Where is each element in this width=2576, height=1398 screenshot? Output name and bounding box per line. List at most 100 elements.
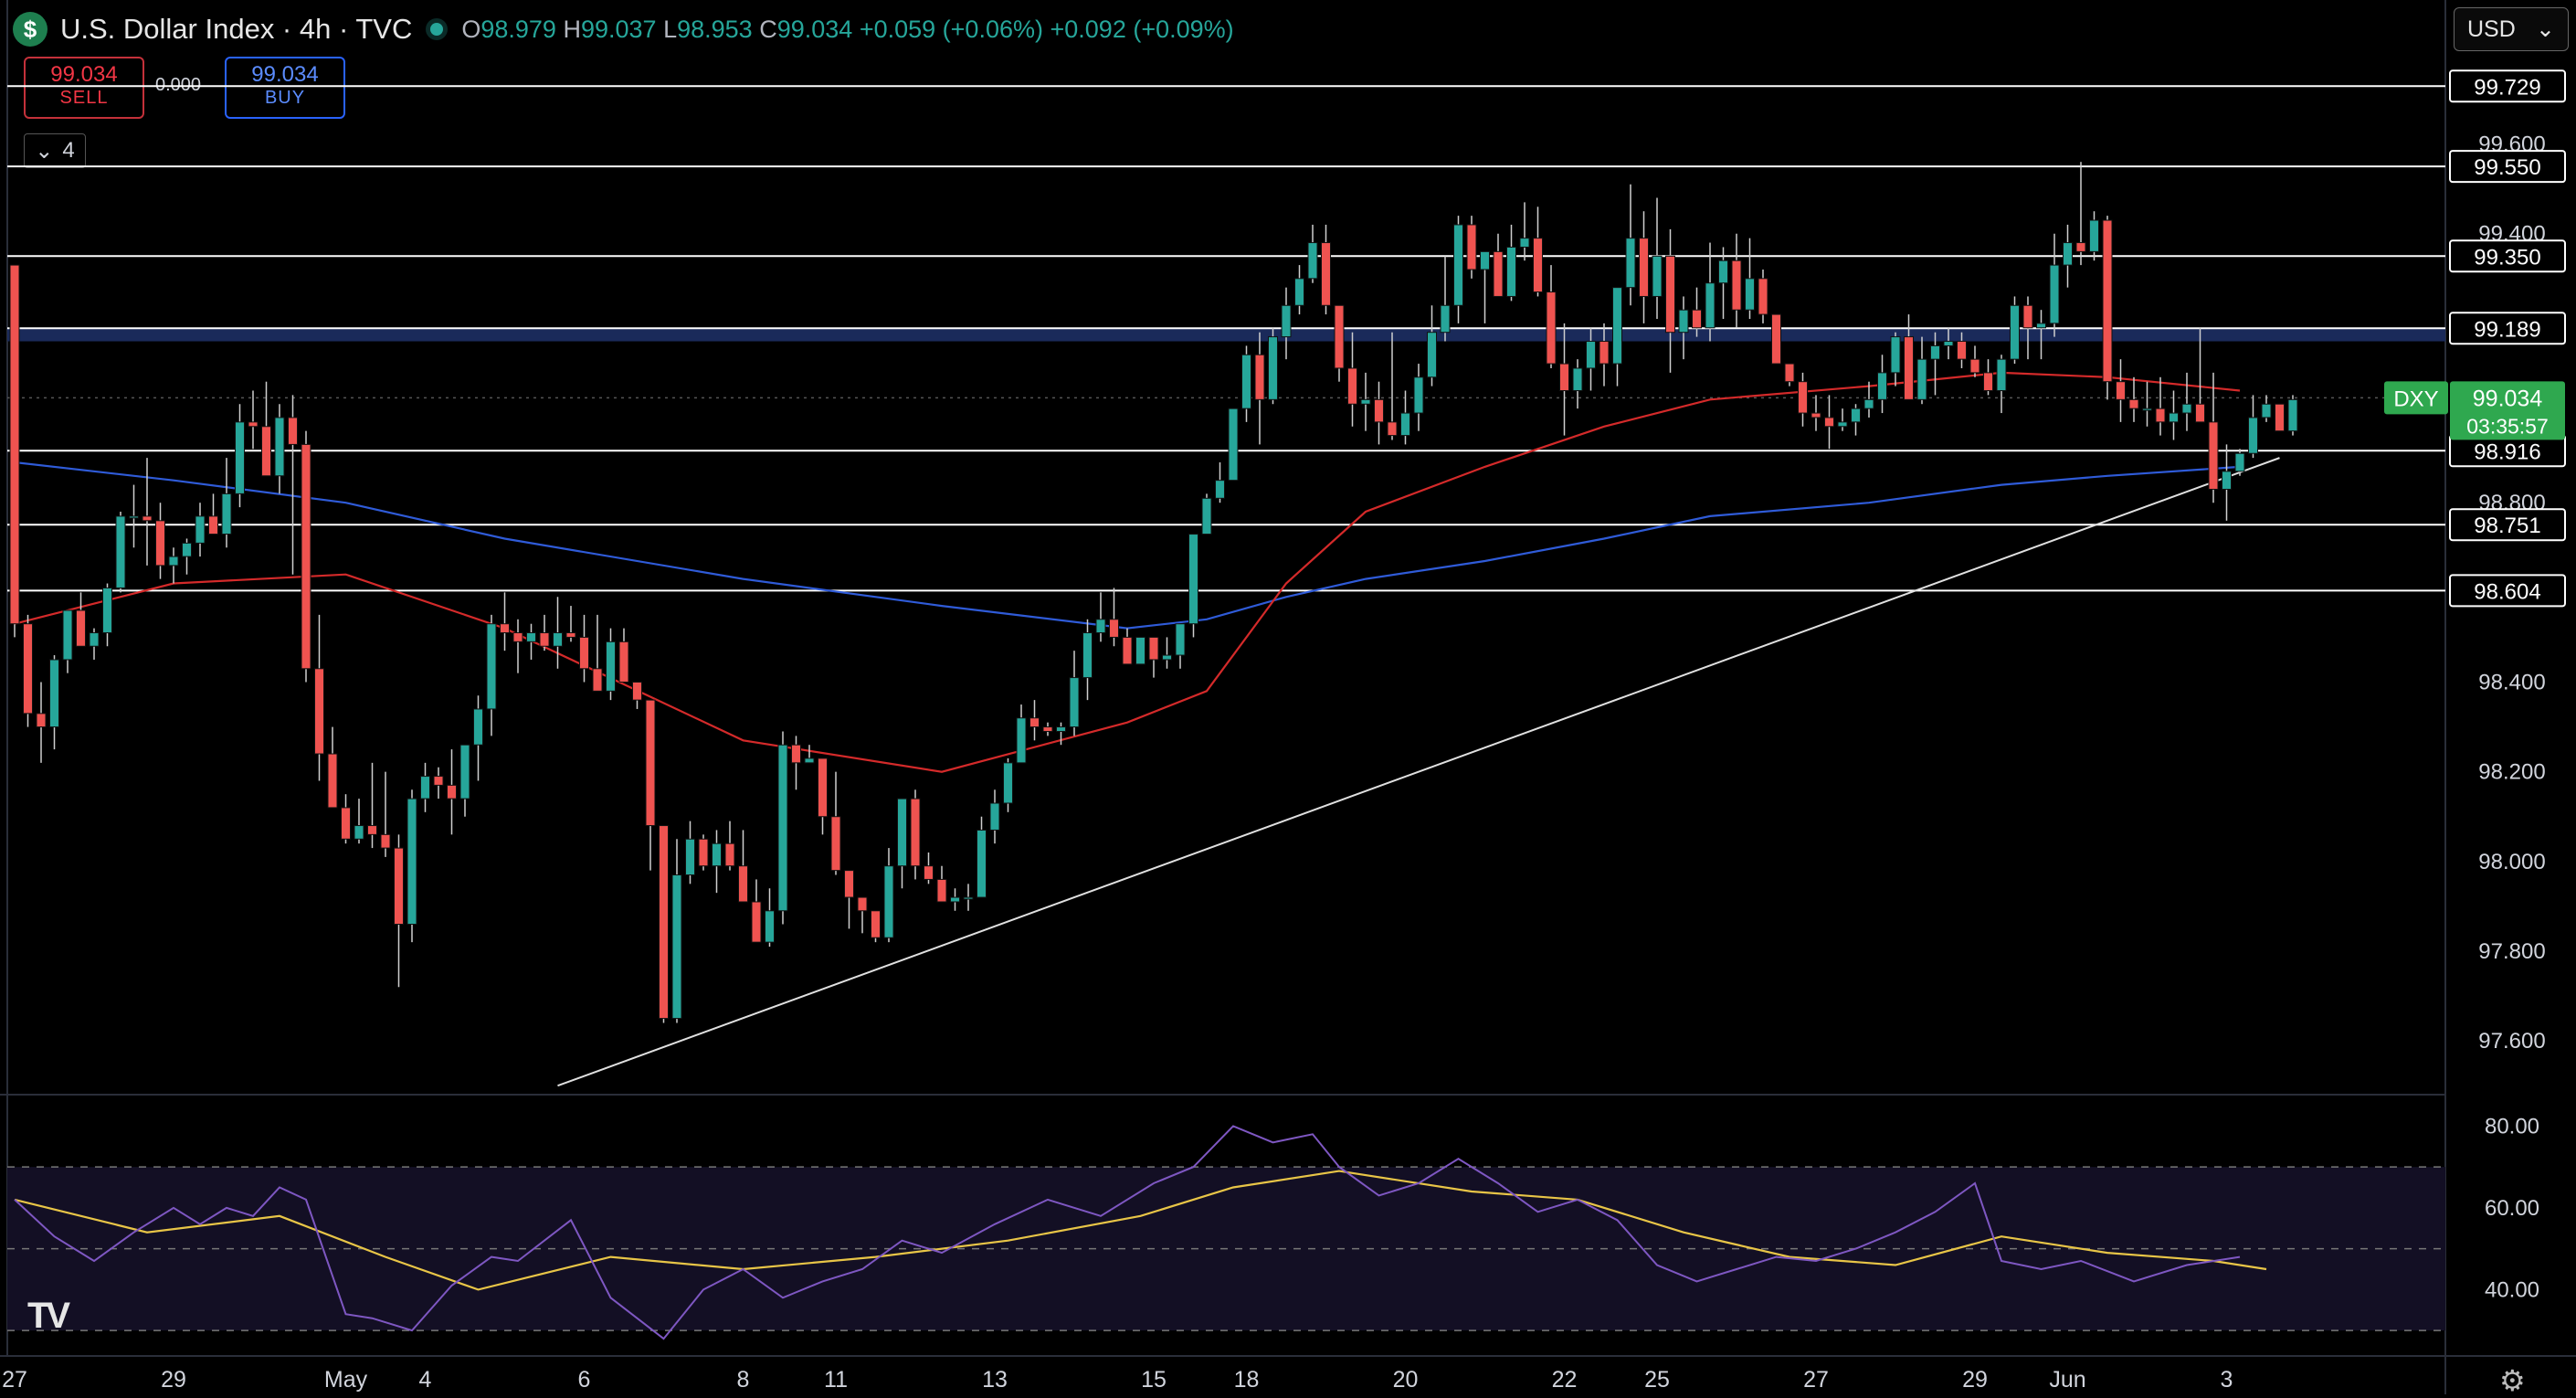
candle-body — [1201, 497, 1212, 535]
candle — [1625, 184, 1636, 306]
sell-button[interactable]: 99.034 SELL — [24, 57, 144, 119]
candle-body — [1851, 408, 1861, 423]
candle-body — [1572, 367, 1583, 392]
candle-body — [2248, 417, 2258, 454]
candle-body — [1281, 304, 1292, 338]
candle-body — [23, 623, 33, 715]
candle-body — [1625, 238, 1636, 289]
candle — [76, 592, 86, 647]
candle-body — [208, 515, 218, 535]
candle-body — [830, 816, 841, 872]
candle-body — [1162, 654, 1172, 661]
candle — [698, 834, 709, 871]
dollar-icon[interactable]: $ — [13, 12, 48, 47]
candle — [129, 484, 139, 548]
candle-body — [2261, 403, 2272, 418]
candle — [1599, 323, 1610, 387]
candle-body — [1639, 238, 1649, 297]
indicators-toggle-button[interactable]: ⌄ 4 — [24, 133, 86, 168]
candle — [168, 547, 179, 584]
candle — [1533, 207, 1543, 297]
candle — [1692, 287, 1702, 337]
candle-body — [857, 896, 868, 912]
candle — [1029, 700, 1040, 741]
candle-body — [1652, 255, 1663, 297]
symbol-title[interactable]: U.S. Dollar Index · 4h · TVC — [60, 13, 413, 45]
candle — [2287, 395, 2298, 436]
candle-body — [2169, 412, 2179, 423]
open-label: O — [461, 15, 481, 43]
candle-body — [1215, 480, 1225, 499]
high-value: 99.037 — [580, 15, 657, 43]
candle-body — [1983, 372, 1993, 392]
candle — [288, 395, 298, 575]
candle-body — [791, 744, 801, 764]
level-label-box — [2449, 312, 2566, 345]
candle — [950, 888, 960, 911]
time-axis-tick-label: 25 — [1644, 1367, 1670, 1393]
time-axis-tick-label: 18 — [1234, 1367, 1260, 1393]
candle — [2261, 395, 2272, 422]
time-axis-tick-label: 6 — [578, 1367, 591, 1393]
level-label-box — [2449, 508, 2566, 542]
candle — [2089, 211, 2099, 261]
candle-body — [777, 744, 788, 912]
candle-body — [910, 798, 921, 867]
candle-body — [1321, 242, 1331, 306]
sell-label: SELL — [59, 88, 109, 108]
tradingview-logo-icon[interactable]: TV — [27, 1296, 70, 1336]
level-label-box — [2449, 69, 2566, 103]
candle — [1109, 588, 1119, 647]
candle — [102, 583, 112, 647]
candle — [1466, 216, 1477, 279]
currency-select[interactable]: USD ⌄ — [2454, 7, 2569, 51]
candle — [274, 404, 285, 494]
chevron-down-icon: ⌄ — [2536, 16, 2555, 42]
candle-body — [1016, 717, 1027, 764]
candle — [1254, 332, 1265, 445]
candle — [1916, 336, 1927, 405]
candle — [1281, 287, 1292, 360]
candle — [1188, 534, 1198, 638]
candle — [1453, 216, 1463, 323]
candle — [579, 614, 589, 683]
candle-body — [221, 492, 232, 535]
candle-body — [49, 659, 59, 728]
candle-body — [1188, 534, 1198, 625]
candle — [327, 726, 338, 809]
candle-body — [1705, 282, 1716, 329]
buy-button[interactable]: 99.034 BUY — [225, 57, 345, 119]
candle — [1334, 304, 1345, 382]
settings-gear-icon[interactable]: ⚙ — [2499, 1364, 2526, 1397]
candle-body — [129, 515, 139, 519]
candle — [685, 821, 695, 884]
candle — [738, 830, 748, 903]
candle — [1148, 636, 1159, 678]
candle-body — [1228, 408, 1239, 482]
candle-body — [738, 865, 748, 903]
candle-body — [1758, 278, 1768, 315]
candle-body — [2116, 381, 2126, 400]
candle-body — [1811, 412, 1821, 418]
candle — [23, 614, 33, 727]
candle — [89, 628, 100, 660]
time-axis-tick-label: 22 — [1552, 1367, 1578, 1393]
candle — [261, 381, 271, 477]
sell-price: 99.034 — [50, 62, 118, 87]
candle — [659, 825, 669, 1023]
candle-body — [1307, 242, 1318, 280]
resistance-zone — [7, 327, 2445, 342]
candle — [2248, 395, 2258, 459]
candle-body — [274, 417, 285, 477]
candle — [539, 614, 550, 651]
candle-body — [1957, 341, 1967, 360]
candle — [354, 799, 364, 844]
current-price-tag-label: 99.034 — [2473, 386, 2543, 411]
candle-body — [261, 426, 271, 477]
time-axis-tick-label: 20 — [1393, 1367, 1419, 1393]
candle-body — [89, 632, 100, 647]
level-label: 98.916 — [2474, 440, 2540, 464]
candle — [314, 614, 324, 781]
candle — [380, 771, 391, 857]
